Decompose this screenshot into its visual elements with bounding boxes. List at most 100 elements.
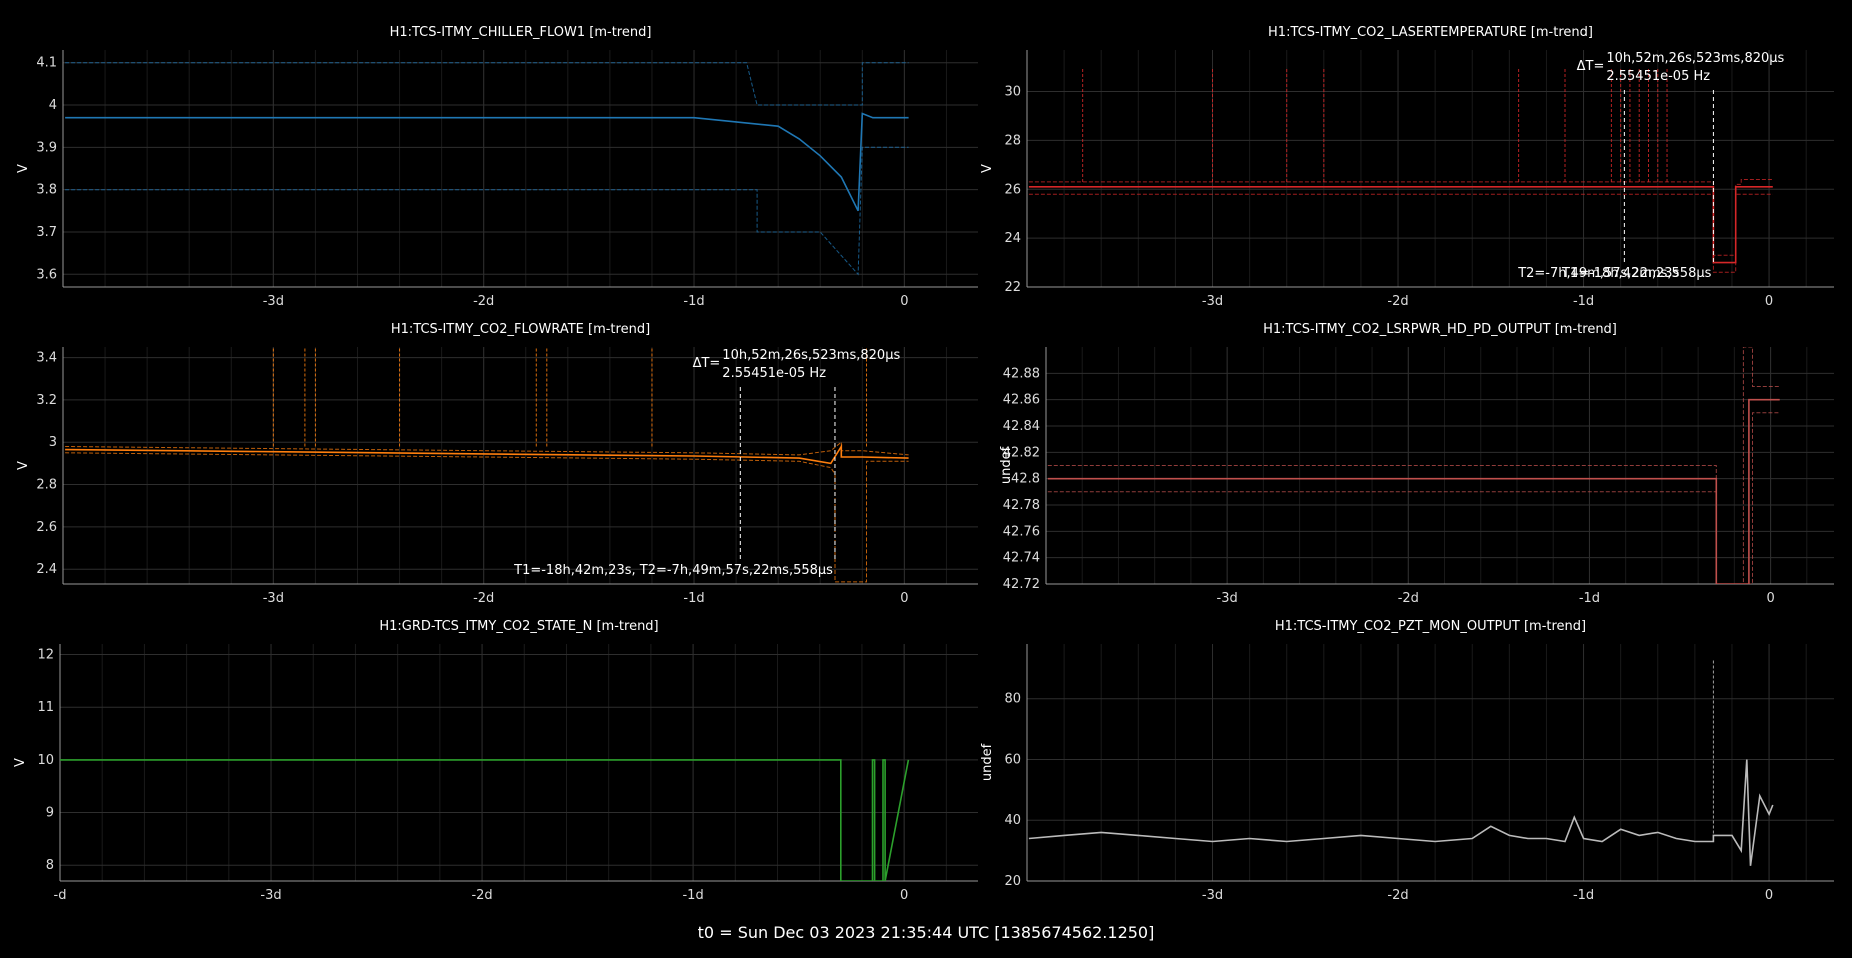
t0-footer: t0 = Sun Dec 03 2023 21:35:44 UTC [13856… [697, 923, 1155, 942]
x-tick-label: 0 [900, 591, 908, 606]
series-max-line [1028, 179, 1773, 256]
plot-area [1028, 659, 1774, 866]
series-max-line [65, 441, 909, 456]
y-axis-label: undef [999, 446, 1014, 484]
y-tick-label: 20 [1004, 874, 1021, 889]
y-axis-label: undef [980, 743, 995, 781]
y-tick-label: 4.1 [36, 56, 57, 71]
series-min-line [65, 146, 909, 276]
plot-area [60, 759, 910, 881]
y-tick-label: 42.8 [1011, 472, 1040, 487]
chart-title: H1:TCS-ITMY_CO2_LSRPWR_HD_PD_OUTPUT [m-t… [1263, 322, 1617, 337]
x-tick-label: -3d [1202, 294, 1223, 309]
chart-title: H1:TCS-ITMY_CO2_PZT_MON_OUTPUT [m-trend] [1275, 619, 1586, 634]
delta-t-value: 10h,52m,26s,523ms,820μs [1606, 51, 1784, 66]
cursor-t1-label: T1=-18h,42m,23s [1561, 266, 1680, 281]
y-tick-label: 42.88 [1003, 366, 1040, 381]
y-tick-label: 42.72 [1003, 577, 1040, 592]
x-tick-label: -3d [263, 591, 284, 606]
y-tick-label: 3.2 [36, 393, 57, 408]
delta-t-frequency: 2.55451e-05 Hz [1606, 69, 1710, 84]
chart-panel-4: -3d -2d -1d 0 42.72 42.74 42.76 42.78 42.8 42.82 4… [999, 322, 1834, 606]
series-min-line [1047, 412, 1780, 584]
y-tick-label: 26 [1004, 182, 1021, 197]
plot-area [1028, 67, 1773, 273]
plot-area [1047, 347, 1780, 584]
x-tick-label: -1d [1579, 591, 1600, 606]
x-tick-label: -1d [683, 294, 704, 309]
y-axis-label: V [13, 758, 28, 767]
series-mean-line [65, 112, 909, 212]
y-tick-label: 42.78 [1003, 498, 1040, 513]
y-tick-label: 40 [1004, 813, 1021, 828]
chart-panel-1: -3d -2d -1d 0 3.6 3.7 3.8 3.9 4 4.1 H1:TCS-ITMY_CH… [16, 25, 978, 309]
y-tick-label: 3.6 [36, 267, 57, 282]
y-axis-label: V [16, 164, 31, 173]
series-mean-line [1047, 398, 1780, 584]
y-tick-label: 12 [37, 648, 54, 663]
y-tick-label: 28 [1004, 133, 1021, 148]
y-tick-label: 22 [1004, 280, 1021, 295]
y-tick-label: 2.6 [36, 520, 57, 535]
delta-t-value: 10h,52m,26s,523ms,820μs [722, 348, 900, 363]
y-tick-label: 11 [37, 700, 54, 715]
chart-panel-2: -3d -2d -1d 0 22 24 26 28 30 H1:TCS-ITMY_CO2_LASE… [980, 25, 1834, 309]
plot-area [65, 347, 909, 583]
series-max-line [1047, 347, 1780, 584]
x-tick-label: -1d [1573, 294, 1594, 309]
x-tick-label: -2d [473, 591, 494, 606]
x-tick-label: 0 [1765, 294, 1773, 309]
x-tick-label: 0 [1765, 888, 1773, 903]
y-tick-label: 2.8 [36, 478, 57, 493]
x-tick-label: -2d [1387, 294, 1408, 309]
x-tick-label: -3d [263, 294, 284, 309]
y-axis-label: V [980, 164, 995, 173]
chart-title: H1:TCS-ITMY_CHILLER_FLOW1 [m-trend] [390, 25, 652, 40]
y-tick-label: 3.8 [36, 183, 57, 198]
y-tick-label: 3.9 [36, 140, 57, 155]
x-tick-label: 0 [1766, 591, 1774, 606]
x-tick-label: -3d [260, 888, 281, 903]
chart-title: H1:GRD-TCS_ITMY_CO2_STATE_N [m-trend] [379, 619, 658, 634]
y-tick-label: 9 [46, 806, 54, 821]
y-tick-label: 2.4 [36, 562, 57, 577]
x-tick-label: -3d [1217, 591, 1238, 606]
y-tick-label: 10 [37, 753, 54, 768]
series-min-line [65, 452, 909, 583]
y-tick-label: 42.76 [1003, 524, 1040, 539]
y-tick-label: 24 [1004, 231, 1021, 246]
chart-title: H1:TCS-ITMY_CO2_LASERTEMPERATURE [m-tren… [1268, 25, 1593, 40]
y-tick-label: 3.7 [36, 225, 57, 240]
cursor-t1-label: T1=-18h,42m,23s, T2=-7h,49m,57s,22ms,558… [513, 563, 833, 578]
y-tick-label: 30 [1004, 85, 1021, 100]
delta-t-frequency: 2.55451e-05 Hz [722, 366, 826, 381]
series-mean-line [60, 759, 910, 881]
x-tick-label: -1d [683, 591, 704, 606]
x-tick-label: -3d [1202, 888, 1223, 903]
x-tick-label: -1d [1573, 888, 1594, 903]
y-tick-label: 8 [46, 858, 54, 873]
series-mean-line [65, 443, 909, 465]
x-tick-label: -1d [682, 888, 703, 903]
series-mean-line [1028, 186, 1773, 264]
y-tick-label: 42.82 [1003, 445, 1040, 460]
chart-panel-3: -3d -2d -1d 0 2.4 2.6 2.8 3 3.2 3.4 H1:TCS-ITMY_CO… [16, 322, 978, 606]
y-tick-label: 3 [49, 435, 57, 450]
x-tick-label: -2d [1387, 888, 1408, 903]
chart-panel-6: -3d -2d -1d 0 20 40 60 80 H1:TCS-ITMY_CO2_PZT_MO… [980, 619, 1834, 903]
x-tick-label: -2d [471, 888, 492, 903]
y-axis-label: V [16, 461, 31, 470]
series-min-line [1028, 193, 1773, 273]
y-tick-label: 42.74 [1003, 551, 1040, 566]
plot-area [65, 62, 909, 276]
cursor-t2-label: T2=-7h,49m,57s,22ms,558μs [1517, 266, 1711, 281]
x-tick-label: -d [54, 888, 67, 903]
x-tick-label: -2d [1398, 591, 1419, 606]
y-tick-label: 60 [1004, 752, 1021, 767]
y-tick-label: 80 [1004, 692, 1021, 707]
chart-title: H1:TCS-ITMY_CO2_FLOWRATE [m-trend] [391, 322, 650, 337]
y-tick-label: 42.86 [1003, 393, 1040, 408]
y-tick-label: 42.84 [1003, 419, 1040, 434]
y-tick-label: 4 [49, 98, 57, 113]
y-tick-label: 3.4 [36, 351, 57, 366]
